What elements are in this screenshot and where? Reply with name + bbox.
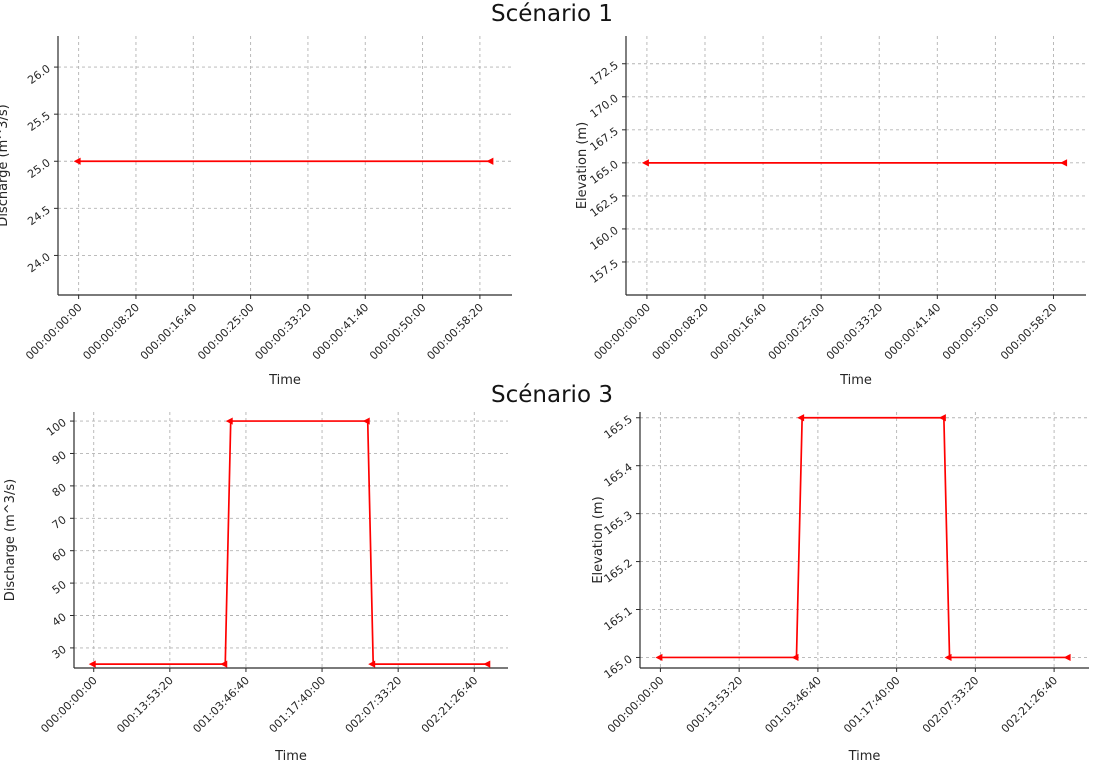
data-point-marker [362, 417, 370, 425]
data-point-marker [1060, 159, 1068, 167]
x-tick-label: 002:07:33:20 [920, 674, 982, 736]
x-tick-label: 000:00:25:00 [195, 301, 257, 363]
x-tick-label: 002:21:26:40 [999, 674, 1061, 736]
y-axis-label: Discharge (m^3/s) [3, 479, 18, 601]
x-tick-label: 000:13:53:20 [684, 674, 746, 736]
series-line [93, 420, 489, 665]
y-tick-label: 60 [50, 546, 69, 565]
x-tick-label: 000:00:16:40 [708, 301, 770, 363]
y-axis-label: Elevation (m) [575, 122, 590, 209]
x-tick-label: 000:00:41:40 [882, 301, 944, 363]
x-tick-label: 000:00:33:20 [252, 301, 314, 363]
x-tick-label: 000:00:58:20 [424, 301, 486, 363]
data-point-marker [797, 414, 805, 422]
x-tick-label: 001:17:40:00 [267, 674, 329, 736]
data-point-marker [225, 417, 233, 425]
data-point-marker [938, 414, 946, 422]
chart-scenario1-elevation: 000:00:00:00 000:00:08:20 000:00:16:40 000:… [552, 22, 1104, 394]
x-tick-label: 000:00:41:40 [310, 301, 372, 363]
y-axis-label: Discharge (m^3/s) [0, 104, 11, 226]
chart-scenario3-discharge: 000:00:00:00 000:13:53:20 001:03:46:40 001:… [0, 404, 552, 777]
y-tick-label: 24.0 [25, 250, 52, 275]
x-tick-label: 000:13:53:20 [114, 674, 176, 736]
x-tick-label: 001:17:40:00 [841, 674, 903, 736]
y-tick-label: 165.0 [602, 652, 635, 681]
data-point-marker [486, 157, 494, 165]
data-point-marker [73, 157, 81, 165]
x-tick-label: 002:07:33:20 [343, 674, 405, 736]
data-point-marker [655, 653, 663, 662]
x-tick-label: 000:00:25:00 [766, 301, 828, 363]
chart-canvas-scenario1-discharge: 000:00:00:00000:00:08:20000:00:16:40000:… [0, 36, 512, 388]
x-axis-label: Time [268, 373, 301, 388]
y-tick-label: 70 [50, 513, 69, 532]
y-tick-label: 167.5 [588, 125, 621, 154]
chart-canvas-scenario3-elevation: 000:00:00:00 000:13:53:20 001:03:46:40 001:… [591, 412, 1089, 764]
data-point-marker [368, 660, 376, 668]
y-tick-label: 157.5 [588, 257, 621, 286]
y-tick-label: 172.5 [588, 59, 621, 88]
y-tick-label: 165.1 [602, 604, 635, 633]
y-tick-label: 162.5 [588, 191, 621, 220]
y-tick-label: 26.0 [25, 62, 52, 87]
y-tick-label: 25.0 [25, 156, 52, 181]
data-point-marker [641, 159, 649, 167]
y-tick-label: 165.2 [602, 556, 635, 585]
data-point-marker [88, 660, 96, 668]
y-tick-label: 165.5 [602, 413, 635, 442]
data-point-marker [1063, 653, 1071, 662]
section-title-scenario-1: Scénario 1 [491, 1, 613, 27]
x-tick-label: 000:00:00:00 [23, 301, 85, 363]
x-axis-label: Time [848, 749, 881, 764]
y-tick-label: 25.5 [25, 109, 52, 134]
x-tick-label: 000:00:50:00 [940, 301, 1002, 363]
x-tick-label: 001:03:46:40 [190, 674, 252, 736]
chart-scenario1-discharge: 000:00:00:00 000:00:08:20 000:00:16:40 000:… [0, 22, 552, 394]
x-tick-label: 000:00:50:00 [367, 301, 429, 363]
x-axis-label: Time [839, 373, 872, 388]
data-point-marker [220, 660, 228, 668]
y-tick-label: 100 [44, 416, 69, 439]
series-line [660, 416, 1069, 659]
x-tick-label: 002:21:26:40 [419, 674, 481, 736]
chart-scenario3-elevation: 000:00:00:00 000:13:53:20 001:03:46:40 001:… [552, 404, 1104, 777]
x-tick-label: 000:00:00:00 [38, 674, 100, 736]
data-point-marker [791, 653, 799, 662]
x-tick-label: 001:03:46:40 [762, 674, 824, 736]
y-axis-label: Elevation (m) [591, 496, 606, 583]
section-title-scenario-3: Scénario 3 [491, 382, 613, 408]
chart-canvas-scenario1-elevation: 000:00:00:00000:00:08:20000:00:16:40000:… [575, 36, 1086, 388]
y-tick-label: 80 [50, 481, 69, 500]
x-tick-label: 000:00:33:20 [824, 301, 886, 363]
x-axis-label: Time [274, 749, 307, 764]
chart-canvas-scenario3-discharge: 000:00:00:00 000:13:53:20 001:03:46:40 001:… [3, 412, 508, 764]
x-tick-label: 000:00:08:20 [80, 301, 142, 363]
y-tick-label: 40 [50, 610, 69, 629]
x-tick-label: 000:00:08:20 [650, 301, 712, 363]
x-tick-label: 000:00:16:40 [138, 301, 200, 363]
y-tick-label: 24.5 [25, 203, 52, 228]
x-tick-label: 000:00:00:00 [605, 674, 667, 736]
data-point-marker [483, 660, 491, 668]
y-tick-label: 30 [50, 643, 69, 662]
y-tick-label: 170.0 [588, 92, 621, 121]
y-tick-label: 165.4 [602, 461, 635, 490]
data-point-marker [944, 653, 952, 662]
x-tick-label: 000:00:00:00 [591, 301, 653, 363]
y-tick-label: 165.0 [588, 158, 621, 187]
y-tick-label: 165.3 [602, 509, 635, 538]
y-tick-label: 160.0 [588, 224, 621, 253]
y-tick-label: 90 [50, 448, 69, 467]
y-tick-label: 50 [50, 578, 69, 597]
x-tick-label: 000:00:58:20 [998, 301, 1060, 363]
